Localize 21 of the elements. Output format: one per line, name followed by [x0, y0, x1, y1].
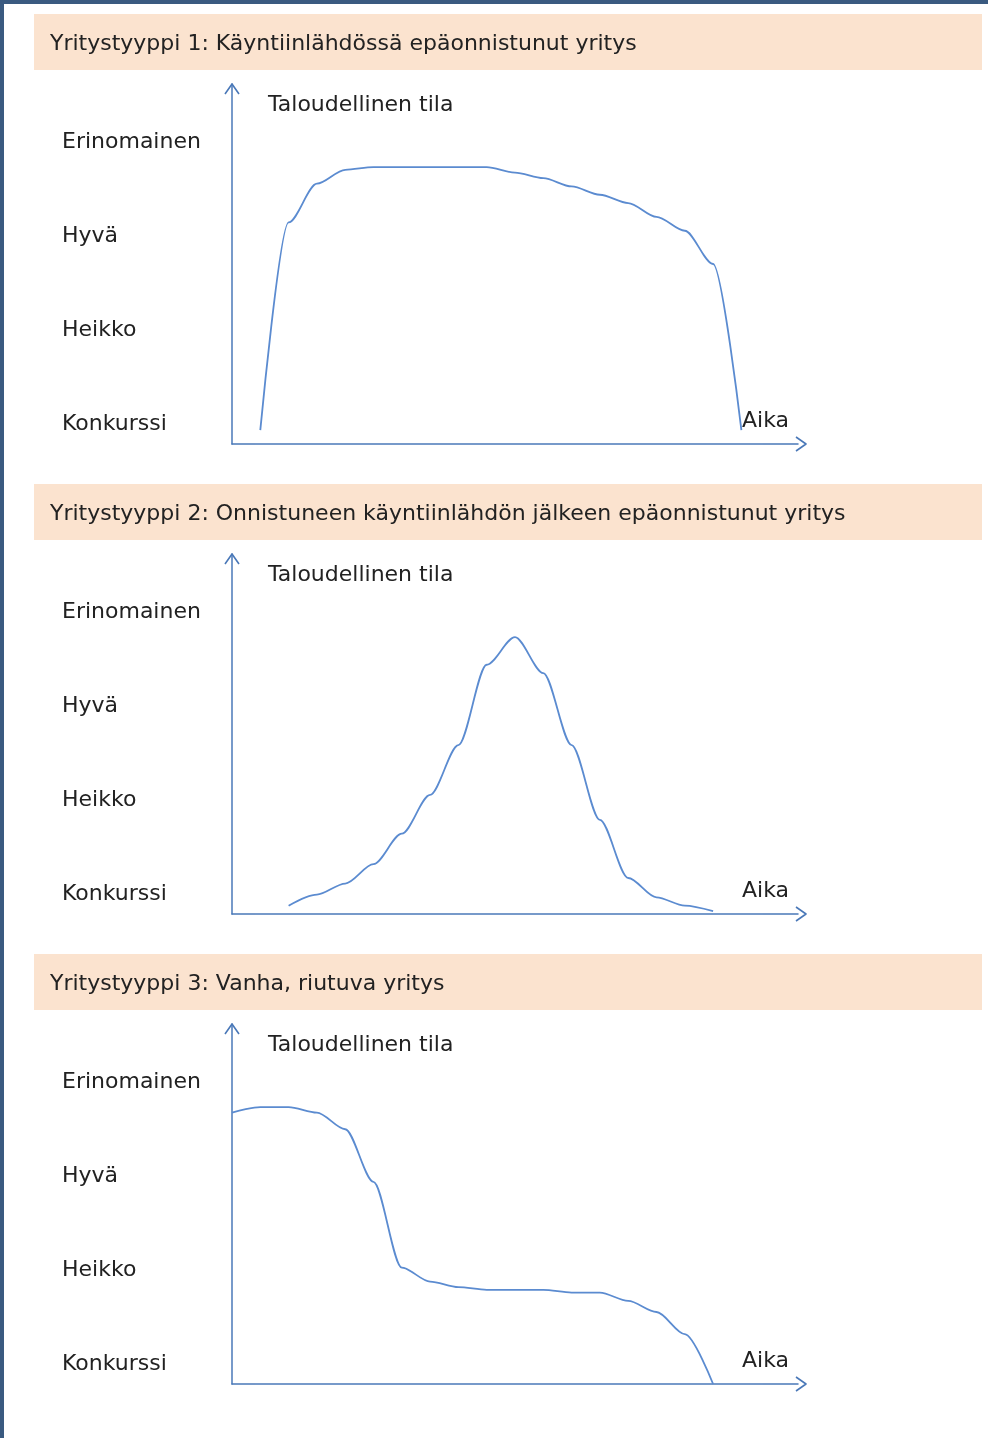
text: Erinomainen — [62, 127, 201, 154]
text: Heikko — [62, 785, 137, 812]
text: Hyvä — [62, 221, 119, 248]
text: Konkurssi — [62, 880, 167, 906]
text: Konkurssi — [62, 410, 167, 436]
chart-title: Yritystyyppi 2: Onnistuneen käyntiinlähdön jälkeen epäonnistunut yritys — [34, 484, 982, 540]
text: Konkurssi — [62, 1350, 167, 1376]
text: Hyvä — [62, 691, 119, 718]
y-axis-title: Taloudellinen tila — [267, 560, 454, 586]
x-axis-title: Aika — [742, 1346, 789, 1372]
text: Hyvä — [62, 1161, 119, 1188]
x-axis-title: Aika — [742, 876, 789, 902]
chart-title: Yritystyyppi 3: Vanha, riutuva yritys — [34, 954, 982, 1010]
text: Heikko — [62, 315, 137, 342]
text: Erinomainen — [62, 597, 201, 624]
chart-title: Yritystyyppi 1: Käyntiinlähdössä epäonnistunut yritys — [34, 14, 982, 70]
y-axis-title: Taloudellinen tila — [267, 1030, 454, 1056]
y-axis-title: Taloudellinen tila — [267, 90, 454, 116]
text: Heikko — [62, 1255, 137, 1282]
x-axis-title: Aika — [742, 406, 789, 432]
text: Erinomainen — [62, 1067, 201, 1094]
